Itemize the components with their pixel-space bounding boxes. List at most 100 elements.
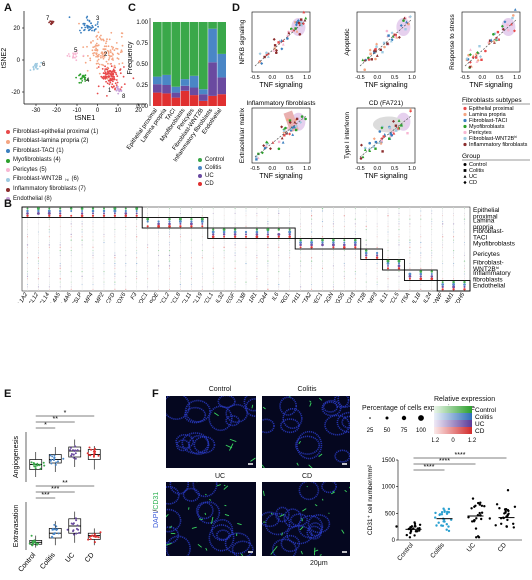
tsne-point xyxy=(97,85,100,88)
scatter-point xyxy=(265,53,269,56)
dot xyxy=(398,220,400,223)
dot xyxy=(321,210,324,212)
box-point xyxy=(54,532,56,535)
dot xyxy=(420,215,422,217)
dot xyxy=(147,252,149,254)
tsne-point xyxy=(81,80,84,82)
box-point xyxy=(89,538,92,541)
cd31-signal xyxy=(300,550,303,555)
dot xyxy=(376,267,378,269)
dot xyxy=(354,225,356,227)
dot xyxy=(26,257,29,259)
cd31-point xyxy=(395,525,398,528)
scatter-point xyxy=(379,48,382,51)
dot xyxy=(300,263,301,264)
dot xyxy=(27,226,28,227)
legend-label: CD xyxy=(205,180,214,187)
cd31-signal xyxy=(348,486,350,489)
dot xyxy=(398,215,400,217)
dot xyxy=(168,249,171,252)
stain-label: DAPI/CD31 xyxy=(153,428,163,538)
dot xyxy=(81,223,83,225)
dot xyxy=(103,289,105,290)
dot xyxy=(420,288,422,290)
dot xyxy=(125,218,127,220)
tsne-point xyxy=(100,52,103,54)
tsne-point xyxy=(105,40,108,43)
dot xyxy=(453,255,454,256)
tsne-point xyxy=(86,26,89,29)
tsne-point xyxy=(83,28,86,31)
dot xyxy=(136,223,137,225)
tsne-cluster-label: 5 xyxy=(74,48,78,54)
dot xyxy=(420,241,422,244)
dot xyxy=(398,286,400,288)
dot xyxy=(114,275,116,277)
cd31-point xyxy=(507,509,510,513)
dot xyxy=(114,265,116,267)
crypt xyxy=(184,406,207,424)
boxplot-ylabel: Extravasation xyxy=(13,505,20,548)
dot xyxy=(27,267,28,269)
dot xyxy=(168,236,171,238)
scatter-point xyxy=(389,132,392,135)
dot xyxy=(48,275,50,277)
dot xyxy=(233,228,237,231)
dot xyxy=(289,215,290,217)
dot xyxy=(409,286,411,288)
dot xyxy=(179,236,181,238)
cd31-ytick: 0 xyxy=(392,538,396,544)
dot xyxy=(37,257,40,259)
cd31-point xyxy=(470,507,473,510)
dot xyxy=(103,250,105,251)
scatter-point xyxy=(295,117,299,121)
scatter-point xyxy=(501,27,505,31)
scatter-point xyxy=(267,55,270,58)
dot xyxy=(376,208,378,209)
dot xyxy=(70,254,72,256)
dot xyxy=(114,288,116,290)
cd31-signal xyxy=(262,464,265,468)
cd31-signal xyxy=(296,462,299,466)
scatter-point xyxy=(379,142,383,145)
dot xyxy=(114,281,116,283)
freq-bar-segment xyxy=(171,22,181,87)
dot xyxy=(202,276,203,277)
tsne-point xyxy=(78,22,80,25)
tsne-point xyxy=(84,74,87,77)
dot xyxy=(70,236,72,238)
tsne-point xyxy=(105,42,107,45)
dot xyxy=(124,207,127,210)
freq-bar-segment xyxy=(208,95,217,106)
scatter-point xyxy=(286,118,289,121)
box-point xyxy=(93,454,95,457)
dot xyxy=(267,257,269,259)
size-legend-dot xyxy=(401,415,407,421)
dot xyxy=(92,283,94,286)
scatter-point xyxy=(287,31,291,35)
dot xyxy=(354,273,356,275)
dot xyxy=(321,243,324,247)
dot xyxy=(114,241,116,244)
dot xyxy=(267,271,269,273)
dot xyxy=(322,281,323,283)
freq-ytick: 0.50 xyxy=(136,62,148,68)
dot xyxy=(92,223,94,225)
scatter-point xyxy=(295,128,298,132)
dotplot-gene-label: RGS5 xyxy=(333,291,346,303)
dot xyxy=(442,233,444,235)
cd31-point xyxy=(438,513,441,517)
dot xyxy=(114,239,116,241)
dot xyxy=(125,242,127,243)
dot xyxy=(233,233,237,236)
dot xyxy=(289,257,291,259)
box-point xyxy=(99,531,102,534)
dot xyxy=(322,263,323,264)
dot xyxy=(442,220,444,223)
dot xyxy=(420,257,422,259)
tsne-cluster-label: 4 xyxy=(86,78,90,84)
tsne-point xyxy=(94,44,97,46)
dot xyxy=(333,208,334,209)
scatter-point xyxy=(469,48,472,51)
dot xyxy=(81,221,83,222)
